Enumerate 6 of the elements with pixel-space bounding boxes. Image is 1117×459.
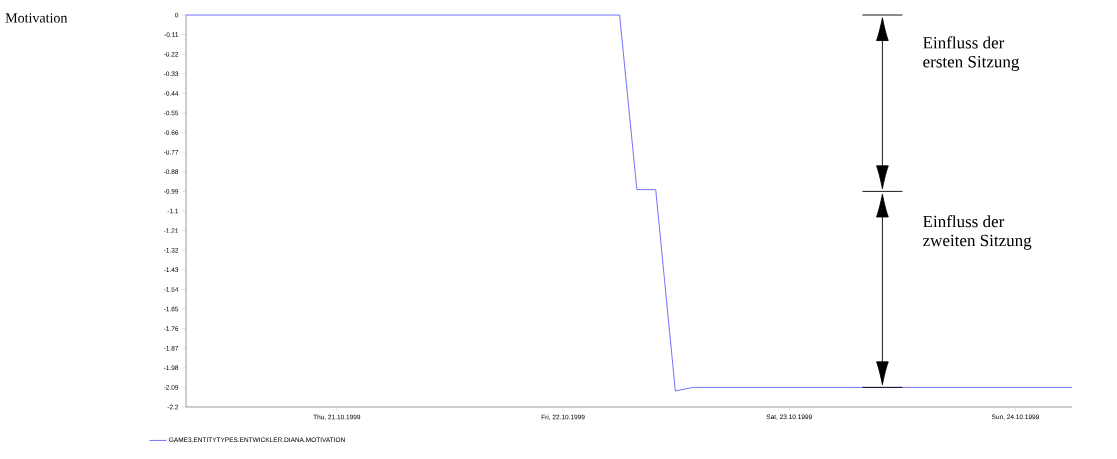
annotation: zweiten Sitzung	[923, 234, 1032, 250]
annotation: Einfluss der	[923, 36, 1005, 49]
annotation: Einfluss der	[923, 215, 1005, 228]
annotation: ersten Sitzung	[923, 56, 1020, 72]
line-series	[185, 14, 1073, 392]
text: Motivation	[5, 13, 68, 23]
